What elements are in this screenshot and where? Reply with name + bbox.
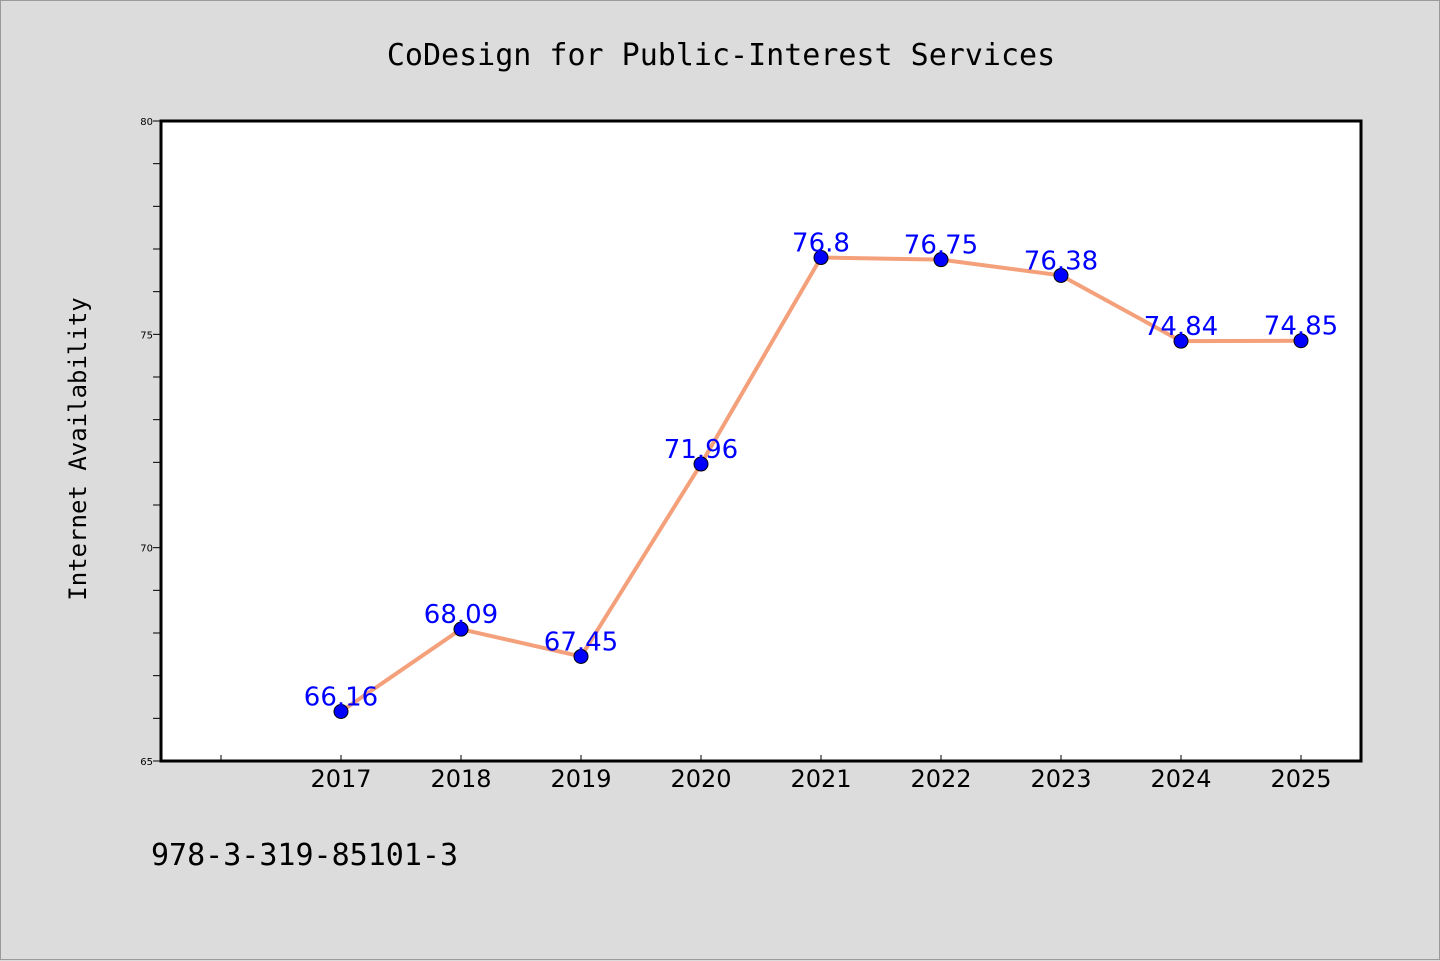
- y-tick-label: 75: [140, 330, 153, 341]
- data-point: [1053, 267, 1069, 283]
- data-point: [1293, 333, 1309, 349]
- data-label: 76.8: [792, 229, 850, 259]
- plot-area: [159, 119, 1363, 763]
- data-label: 67.45: [544, 627, 618, 657]
- data-point: [453, 621, 469, 637]
- data-label: 66.16: [304, 683, 378, 713]
- data-label: 76.75: [904, 231, 978, 261]
- data-point: [333, 704, 349, 720]
- x-tick-label: 2023: [1030, 765, 1091, 793]
- data-point: [1173, 333, 1189, 349]
- x-tick-label: 2017: [310, 765, 371, 793]
- chart-title: CoDesign for Public-Interest Services: [387, 38, 1055, 73]
- data-label: 76.38: [1024, 246, 1098, 276]
- data-label: 74.85: [1264, 312, 1338, 342]
- y-tick-label: 80: [140, 117, 153, 128]
- data-labels: 66.16 68.09 67.45 71.96 76.8 76.75 76.38 74.84 7…: [304, 229, 1338, 713]
- data-point: [573, 648, 589, 664]
- y-tick-label: 65: [140, 757, 153, 768]
- data-label: 74.84: [1144, 312, 1218, 342]
- data-label: 68.09: [424, 600, 498, 630]
- x-tick-label: 2024: [1150, 765, 1211, 793]
- x-tick-label: 2020: [670, 765, 731, 793]
- x-tick-label: 2025: [1270, 765, 1331, 793]
- y-axis-label: Internet Availability: [64, 297, 92, 600]
- data-point: [813, 250, 829, 266]
- x-axis: 2017 2018 2019 2020 2021 2022 2023 2024 2025: [220, 755, 1332, 793]
- data-point: [933, 252, 949, 268]
- x-tick-label: 2021: [790, 765, 851, 793]
- x-tick-label: 2018: [430, 765, 491, 793]
- data-label: 71.96: [664, 435, 738, 465]
- series-markers: [333, 250, 1309, 720]
- y-tick-label: 70: [140, 544, 153, 555]
- footnote: 978-3-319-85101-3: [151, 838, 458, 873]
- x-tick-label: 2022: [910, 765, 971, 793]
- x-tick-label: 2019: [550, 765, 611, 793]
- data-point: [693, 456, 709, 472]
- y-axis: 65 70 75 80: [140, 117, 161, 768]
